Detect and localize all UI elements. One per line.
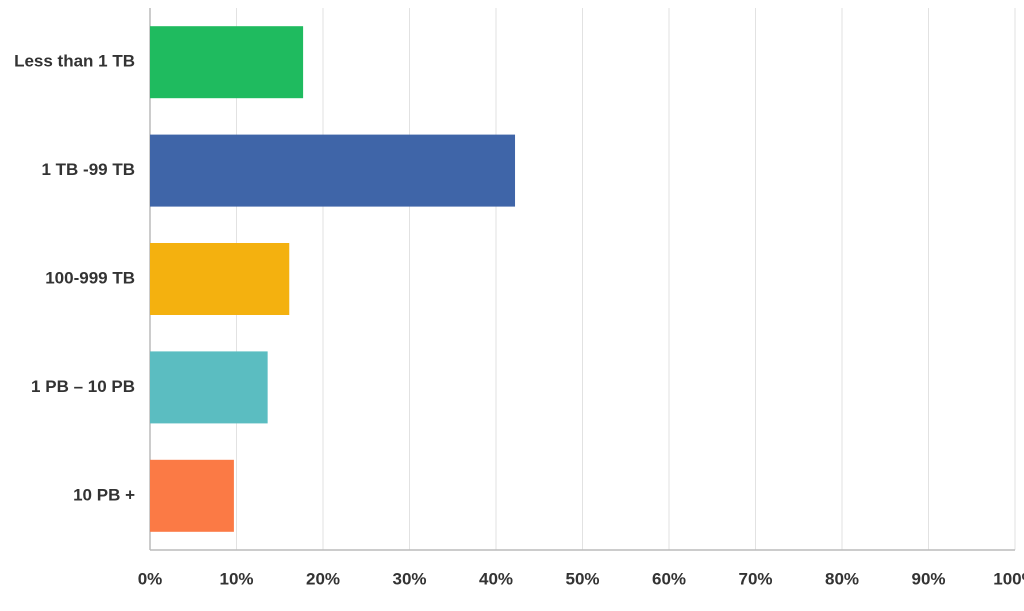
x-tick-label: 100% [993,569,1024,588]
x-tick-label: 50% [565,569,599,588]
x-tick-label: 70% [738,569,772,588]
bar [150,243,290,315]
bar [150,351,268,424]
y-tick-label: 10 PB + [73,485,135,504]
x-tick-label: 80% [825,569,859,588]
y-tick-label: 100-999 TB [45,268,135,287]
x-tick-label: 30% [392,569,426,588]
x-tick-label: 0% [138,569,163,588]
y-tick-label: Less than 1 TB [14,52,135,71]
bar [150,459,234,532]
x-tick-label: 20% [306,569,340,588]
x-tick-label: 10% [219,569,253,588]
bar [150,26,304,99]
x-tick-label: 60% [652,569,686,588]
x-tick-label: 90% [911,569,945,588]
y-tick-label: 1 PB – 10 PB [31,377,135,396]
x-tick-label: 40% [479,569,513,588]
y-tick-label: 1 TB -99 TB [41,160,135,179]
bar [150,134,516,207]
